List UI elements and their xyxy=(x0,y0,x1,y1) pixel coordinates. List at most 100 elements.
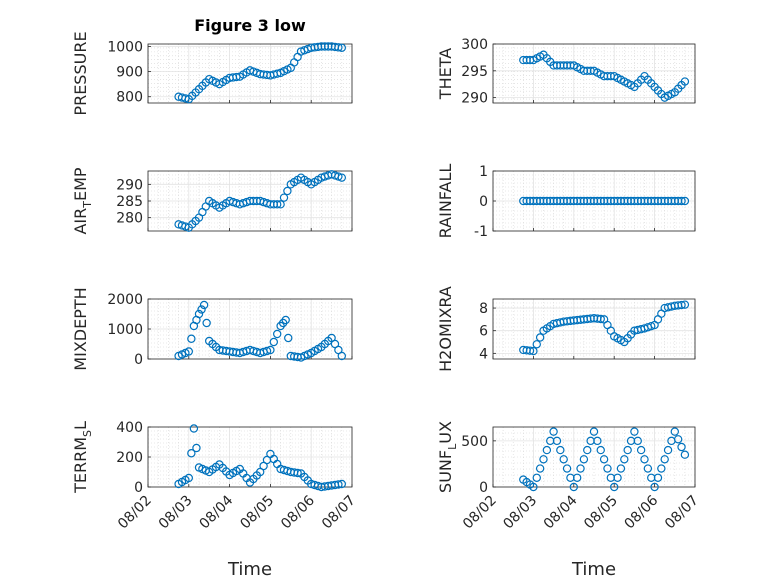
data-point xyxy=(620,455,629,464)
data-point xyxy=(529,482,538,492)
y-tick-label: 200 xyxy=(116,450,143,466)
y-tick-label: 0 xyxy=(134,352,143,368)
y-tick-label: 290 xyxy=(116,177,143,193)
data-point xyxy=(549,427,558,436)
data-point xyxy=(589,427,599,436)
data-point xyxy=(640,455,649,464)
y-tick-label: 1000 xyxy=(107,40,143,56)
x-tick-label: 08/03 xyxy=(156,493,196,533)
data-point xyxy=(189,424,199,433)
data-point xyxy=(532,473,541,482)
data-point xyxy=(279,193,289,202)
y-axis-label: PRESSURE xyxy=(71,31,90,115)
data-point xyxy=(603,464,612,473)
y-axis-label: H2OMIXRA xyxy=(436,286,455,372)
data-point xyxy=(650,482,659,492)
axes-box xyxy=(492,43,696,104)
data-point xyxy=(197,305,206,314)
data-point xyxy=(599,455,609,464)
y-tick-label: 1 xyxy=(479,164,488,180)
data-point xyxy=(576,464,585,473)
y-tick-label: 285 xyxy=(116,194,143,210)
x-tick-label: 08/05 xyxy=(581,493,621,533)
data-point xyxy=(284,333,293,343)
data-point xyxy=(647,473,656,482)
data-point xyxy=(552,436,562,446)
data-point xyxy=(680,450,690,459)
y-tick-label: 500 xyxy=(461,434,488,450)
data-point xyxy=(630,427,639,436)
x-tick-label: 08/02 xyxy=(460,493,500,533)
x-tick-label: 08/02 xyxy=(115,493,155,533)
x-tick-label: 08/03 xyxy=(500,493,540,533)
data-point xyxy=(283,186,292,196)
data-point xyxy=(596,314,605,324)
x-tick-label: 08/04 xyxy=(197,492,237,532)
y-tick-label: 0 xyxy=(479,194,488,210)
y-axis-label: MIXDEPTH xyxy=(71,287,90,370)
y-tick-label: 6 xyxy=(479,324,488,340)
data-point xyxy=(184,347,193,356)
data-point xyxy=(657,464,666,473)
data-point xyxy=(636,445,646,455)
data-point xyxy=(187,334,196,343)
y-tick-label: 400 xyxy=(116,420,143,436)
data-point xyxy=(194,309,204,319)
y-tick-label: 900 xyxy=(116,65,143,81)
data-point xyxy=(613,473,622,482)
data-point xyxy=(677,196,686,206)
data-point xyxy=(583,445,592,455)
data-point xyxy=(293,468,302,478)
data-point xyxy=(562,464,572,473)
data-point xyxy=(273,200,282,209)
data-point xyxy=(680,196,690,206)
x-tick-label: 08/06 xyxy=(622,492,662,532)
data-point xyxy=(542,445,552,455)
data-point xyxy=(670,427,680,436)
data-point xyxy=(184,473,193,483)
subplot-terr-msl: 0 200 400 08/02 08/03 08/04 08/05 08/06 08/07 TER… xyxy=(71,420,359,532)
axes-box xyxy=(147,43,353,104)
data-point xyxy=(680,77,690,86)
y-axis-label: AIRTEMP xyxy=(71,167,94,234)
y-tick-label: 8 xyxy=(479,301,488,317)
subplot-theta: 290 295 300 THETA xyxy=(436,37,696,107)
x-tick-label: 08/05 xyxy=(237,493,277,533)
data-point xyxy=(281,315,290,325)
y-tick-label: 0 xyxy=(479,480,488,496)
data-point xyxy=(266,345,275,355)
subplot-h2omixra: 4 6 8 H2OMIXRA xyxy=(436,286,696,372)
data-point xyxy=(623,445,632,455)
y-tick-label: 300 xyxy=(461,37,488,53)
data-point xyxy=(559,455,568,464)
data-point xyxy=(337,173,346,182)
data-point xyxy=(680,300,690,309)
data-point xyxy=(334,480,343,489)
data-point xyxy=(202,318,211,328)
y-axis-label: TERRMSL xyxy=(71,421,94,494)
subplot-mixdepth: 0 1000 2000 MIXDEPTH xyxy=(71,287,353,371)
data-point xyxy=(539,455,548,464)
data-point xyxy=(616,464,626,473)
data-point xyxy=(663,445,673,455)
data-point xyxy=(535,333,545,342)
xlabel-left: Time xyxy=(227,559,272,580)
y-tick-label: 0 xyxy=(134,480,143,496)
data-point xyxy=(337,43,346,52)
y-tick-label: 800 xyxy=(116,90,143,106)
y-tick-label: 1000 xyxy=(107,322,143,338)
x-tick-label: 08/07 xyxy=(662,493,702,533)
data-point xyxy=(199,300,209,310)
axes-box xyxy=(492,298,696,360)
data-point xyxy=(660,455,669,464)
data-point xyxy=(673,435,683,444)
subplot-sun-flux: 0 500 08/02 08/03 08/04 08/05 08/06 08/07 SUNFLU… xyxy=(436,421,702,532)
data-point xyxy=(535,464,545,473)
data-point xyxy=(337,351,346,361)
data-point xyxy=(273,459,282,469)
data-point xyxy=(633,436,642,446)
data-point xyxy=(334,172,343,181)
y-axis-label: SUNFLUX xyxy=(436,421,459,493)
